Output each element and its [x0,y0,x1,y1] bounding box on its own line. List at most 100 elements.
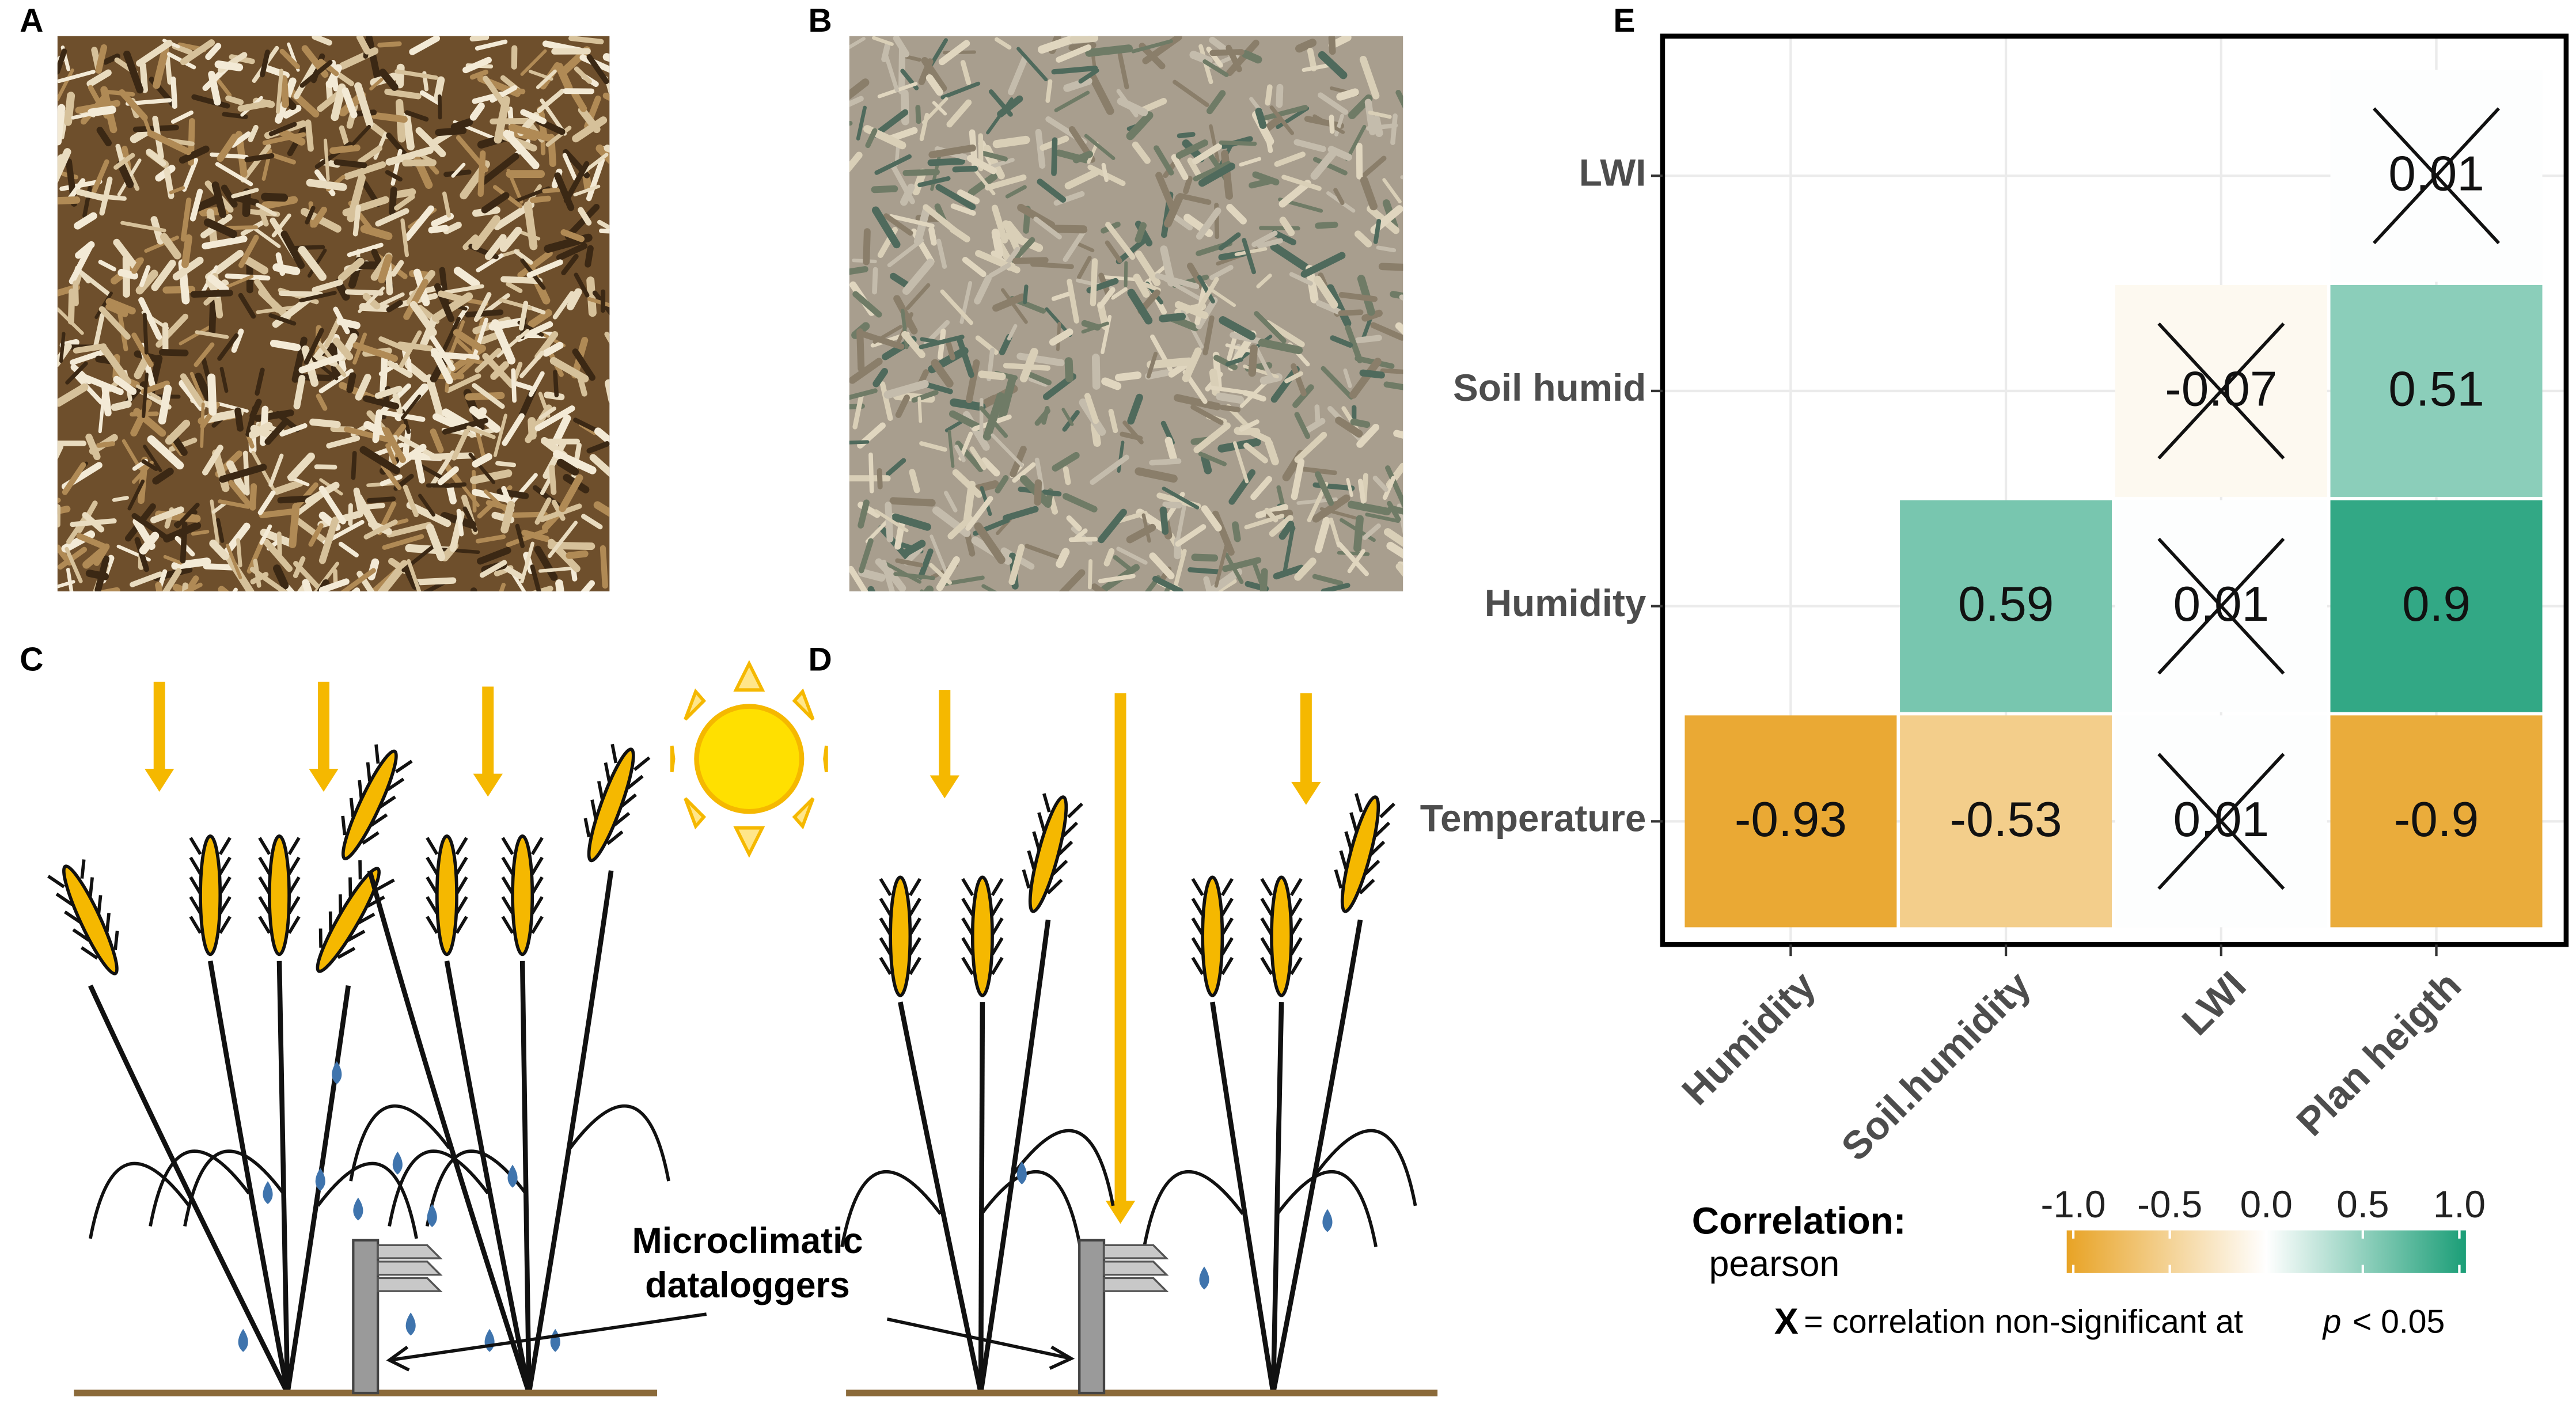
photo-texture [117,268,138,280]
photo-texture [1126,111,1154,141]
photo-texture [71,108,113,120]
photo-texture [246,537,265,574]
awn [80,931,119,960]
photo-texture [419,90,441,105]
photo-texture [868,452,874,493]
photo-texture [1033,217,1062,240]
photo-texture [956,336,974,378]
photo-texture [950,398,986,411]
photo-texture [473,292,492,322]
awn [189,876,232,895]
leaf [149,1149,251,1227]
photo-texture [895,558,923,568]
photo-texture [966,155,997,174]
photo-texture [306,179,347,191]
photo-texture [1314,275,1338,309]
photo-texture [1116,236,1148,264]
photo-texture [872,36,894,46]
photo-texture [352,204,361,237]
photo-texture [211,181,227,218]
photo-texture [559,474,583,513]
photo-texture [255,367,265,396]
photo-texture [101,384,112,417]
photo-texture [1067,278,1080,324]
photo-texture [1354,230,1372,248]
cell-label: -0.53 [1950,792,2062,847]
photo-texture [268,313,297,326]
photo-texture [64,92,75,126]
panel-label: C [20,641,43,678]
photo-texture [1193,422,1231,453]
photo-texture [992,135,1030,149]
photo-texture [437,94,442,120]
colorbar-tick-label: 0.0 [2240,1183,2293,1225]
photo-texture [351,451,357,480]
wheat-head [970,875,994,997]
photo-texture [992,293,1026,312]
logger-shield [1103,1261,1169,1276]
logger-label: Microclimatic [632,1221,863,1261]
photo-texture [192,194,223,212]
photo-texture [385,443,397,465]
photo-texture [499,582,506,591]
photo-texture [1175,524,1207,547]
photo-texture [885,502,894,542]
photo-texture [523,201,538,250]
photo-texture [462,56,492,74]
photo-texture [430,452,475,460]
photo-texture [150,506,184,523]
photo-texture [946,99,972,128]
photo-texture [183,582,203,591]
photo-texture [1395,89,1403,109]
photo-texture [1019,348,1038,383]
photo-texture [1328,36,1336,55]
y-tick-label: Soil humid [1453,367,1646,409]
photo-texture [57,498,61,503]
photo-texture [1314,404,1321,423]
photo-texture [119,89,148,121]
photo-texture [1147,357,1193,369]
photo-texture [1315,471,1334,506]
photo-texture [278,290,324,297]
photo-texture [560,229,585,242]
photo-texture [856,105,867,141]
photo-texture [1175,139,1208,159]
water-drop [392,1151,403,1175]
photo-texture [1051,65,1098,75]
photo-texture [172,256,204,280]
photo-texture [280,230,305,269]
photo-texture [404,205,434,241]
photo-texture [1276,83,1284,108]
photo-texture [472,383,505,409]
photo-texture [1105,240,1122,263]
photo-texture [202,408,244,424]
photo-texture [333,306,350,335]
photo-texture [1174,586,1180,591]
photo-texture [147,435,184,470]
stem [444,961,532,1394]
photo-texture [200,403,205,448]
photo-texture [452,359,475,381]
photo-texture [364,503,385,510]
y-tick-label: LWI [1579,152,1646,194]
photo-texture [418,493,435,517]
sun-ray-head [309,769,339,792]
photo-texture [347,173,366,222]
photo-texture [383,427,406,463]
photo-texture [302,579,313,591]
photo-texture [453,267,480,288]
photo-texture [70,348,108,365]
photo-texture [519,541,535,584]
photo-texture [1213,579,1237,591]
photo-texture [507,473,538,508]
photo-texture [294,482,318,509]
photo-texture [435,127,467,136]
photo-texture [191,94,230,109]
photo-texture [407,559,422,591]
photo-texture [230,131,252,148]
photo-texture [1387,500,1401,522]
logger-shield [377,1261,443,1276]
photo-texture [858,538,874,574]
photo-texture [1258,339,1303,355]
photo-texture [340,568,376,591]
